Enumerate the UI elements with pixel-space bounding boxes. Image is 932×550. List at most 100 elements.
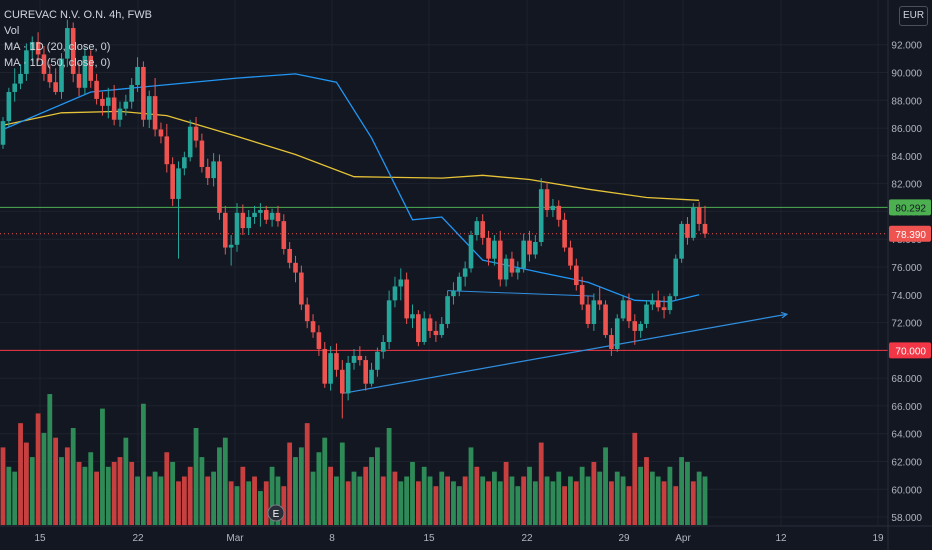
candle-body <box>363 360 368 384</box>
volume-bar <box>439 471 445 525</box>
candle-body <box>603 304 608 336</box>
candle-body <box>176 168 181 199</box>
volume-bar <box>456 486 462 525</box>
volume-bar <box>258 491 263 525</box>
volume-bar <box>111 461 117 525</box>
volume-bar <box>392 471 398 525</box>
volume-bar <box>205 476 211 525</box>
candle-body <box>6 91 12 122</box>
resistance-price-tag[interactable] <box>889 199 931 216</box>
price-tick-label: 66.000 <box>891 402 922 413</box>
volume-bar <box>94 471 99 525</box>
trend-line-short[interactable] <box>447 290 594 297</box>
candle-body <box>252 212 257 217</box>
currency-button[interactable]: EUR <box>899 6 928 26</box>
candle-body <box>673 258 679 297</box>
volume-bar <box>199 457 205 525</box>
price-tick-label: 84.000 <box>891 152 922 163</box>
ma20-legend[interactable]: MA · 1D (20, close, 0) <box>4 41 111 53</box>
candle-body <box>433 330 439 336</box>
volume-bar <box>0 447 6 525</box>
candle-body <box>691 207 696 238</box>
horizontal-lines[interactable] <box>0 206 888 351</box>
volume-bar <box>275 476 281 525</box>
symbol-title[interactable]: CUREVAC N.V. O.N. 4h, FWB <box>4 9 152 21</box>
volume-bar <box>585 476 591 525</box>
price-tick-label: 86.000 <box>891 124 922 135</box>
volume-bar <box>375 447 380 525</box>
trend-line-arrow[interactable] <box>342 313 788 395</box>
price-tick-label: 72.000 <box>891 319 922 330</box>
volume-bar <box>152 471 158 525</box>
support-price-tag[interactable] <box>889 342 931 359</box>
volume-bar <box>421 466 427 525</box>
candle-body <box>503 258 509 280</box>
candle-body <box>106 97 111 106</box>
candle-body <box>632 321 638 331</box>
trendlines[interactable] <box>342 290 789 395</box>
volume-bar <box>521 476 527 525</box>
candle-body <box>597 300 602 305</box>
volume-bar <box>281 486 287 525</box>
candle-body <box>492 240 497 259</box>
candle-body <box>626 300 632 322</box>
earnings-event-marker[interactable]: E <box>267 504 285 522</box>
candle-body <box>88 55 94 81</box>
time-tick-label: Apr <box>675 533 691 544</box>
candle-body <box>685 223 690 238</box>
candle-body <box>410 314 415 319</box>
volume-bar <box>550 481 556 525</box>
volume-bar <box>351 471 357 525</box>
price-tick-label: 62.000 <box>891 457 922 468</box>
volume-bar <box>614 471 620 525</box>
candle-body <box>556 205 562 220</box>
price-tick-label: 82.000 <box>891 180 922 191</box>
volume-bar <box>462 476 468 525</box>
volume-bar <box>503 461 509 525</box>
candle-body <box>141 66 146 120</box>
volume-bar <box>240 466 246 525</box>
candle-body <box>480 221 485 238</box>
volume-bar <box>620 476 626 525</box>
volume-bar <box>304 423 310 525</box>
volume-bar <box>146 476 152 525</box>
candle-body <box>445 296 450 324</box>
last-price-tag[interactable] <box>889 225 931 242</box>
moving-averages <box>2 73 700 303</box>
volume-bar <box>492 471 497 525</box>
ma20-line <box>2 73 700 303</box>
volume-bar <box>568 476 573 525</box>
volume-bar <box>497 481 503 525</box>
volume-bar <box>228 481 234 525</box>
volume-bar <box>339 442 345 525</box>
volume-bar <box>105 466 111 525</box>
price-tick-label: 90.000 <box>891 69 922 80</box>
volume-bar <box>193 428 199 525</box>
volume-bar <box>380 476 386 525</box>
volume-bar <box>59 457 64 525</box>
volume-bar <box>316 452 322 525</box>
volume-bar <box>252 476 257 525</box>
volume-bar <box>6 466 12 525</box>
candlesticks <box>0 19 708 419</box>
volume-bar <box>322 437 328 525</box>
volume-legend[interactable]: Vol <box>4 25 20 37</box>
volume-bar <box>679 457 684 525</box>
time-tick-label: Mar <box>226 533 244 544</box>
volume-bar <box>685 461 690 525</box>
candle-body <box>246 216 251 229</box>
candle-body <box>661 307 667 311</box>
candle-body <box>193 126 199 141</box>
candle-body <box>35 41 41 55</box>
price-axis[interactable]: 58.000 60.000 62.000 64.000 66.000 68.000 70.0… <box>888 0 932 550</box>
price-tick-label: 76.000 <box>891 263 922 274</box>
candle-body <box>223 212 228 248</box>
time-tick-label: 15 <box>423 533 435 544</box>
ma50-legend[interactable]: MA · 1D (50, close, 0) <box>4 57 111 69</box>
candle-body <box>47 73 53 83</box>
candle-body <box>299 272 304 305</box>
candle-body <box>70 28 76 74</box>
candle-body <box>357 355 363 361</box>
